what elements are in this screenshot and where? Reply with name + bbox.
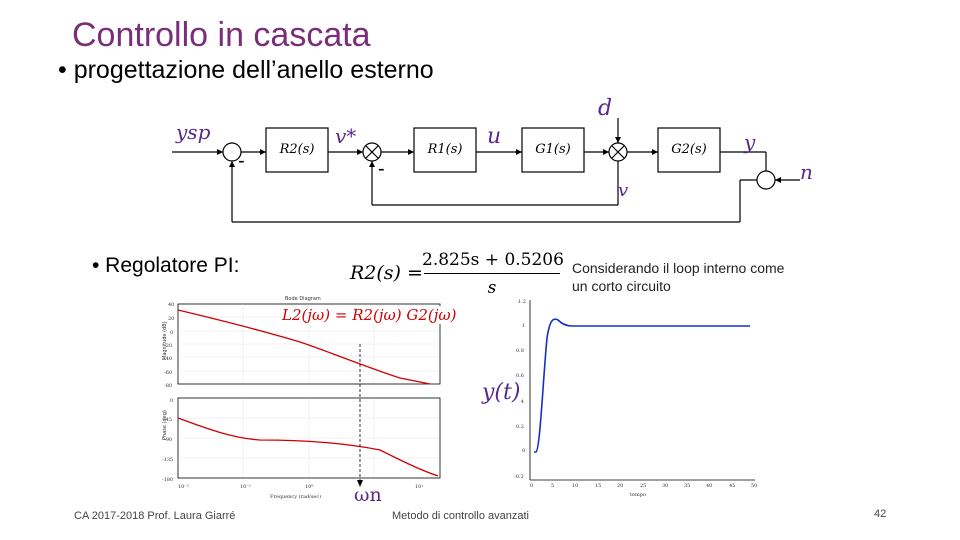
- formula-fraction-bar: [424, 273, 560, 274]
- svg-text:10¹: 10¹: [415, 484, 423, 490]
- signal-v: v: [618, 180, 629, 201]
- signal-ysp: ysp: [176, 120, 211, 144]
- bode-phase-curve: [177, 417, 439, 477]
- svg-text:1: 1: [522, 323, 525, 329]
- bullet-outer-loop-design: • progettazione dell’anello esterno: [58, 56, 434, 84]
- footer-course: CA 2017-2018 Prof. Laura Giarré: [74, 510, 236, 522]
- signal-d: d: [598, 96, 613, 121]
- svg-text:-20: -20: [164, 343, 172, 349]
- loop-transfer-annotation: L2(jω) = R2(jω) G2(jω): [282, 306, 457, 324]
- svg-text:50: 50: [751, 483, 757, 489]
- svg-text:-135: -135: [162, 457, 173, 463]
- svg-text:10⁻¹: 10⁻¹: [240, 484, 251, 490]
- svg-text:45: 45: [729, 483, 735, 489]
- footer-topic: Metodo di controllo avanzati: [392, 510, 529, 522]
- svg-text:40: 40: [706, 483, 712, 489]
- svg-text:tempo: tempo: [630, 492, 646, 498]
- svg-text:0.8: 0.8: [516, 348, 524, 354]
- formula-numerator: 2.825s + 0.5206: [422, 250, 564, 270]
- svg-text:15: 15: [595, 483, 601, 489]
- svg-text:-40: -40: [164, 356, 172, 362]
- block-g2: [657, 127, 721, 173]
- svg-text:40: 40: [168, 302, 174, 308]
- svg-text:0: 0: [522, 448, 525, 454]
- svg-text:Frequency (rad/sec): Frequency (rad/sec): [270, 493, 321, 500]
- step-response-curve: [534, 318, 750, 453]
- svg-text:20: 20: [617, 483, 623, 489]
- svg-text:20: 20: [168, 316, 174, 322]
- svg-text:-0.2: -0.2: [514, 474, 524, 480]
- bode-phase-axis-label: Phase (deg): [162, 410, 168, 440]
- svg-text:5: 5: [551, 483, 554, 489]
- svg-text:25: 25: [640, 483, 646, 489]
- bode-title: Bode Diagram: [285, 296, 321, 302]
- svg-text:-60: -60: [164, 370, 172, 376]
- formula-denominator: s: [487, 278, 497, 298]
- note-text: Considerando il loop interno come un cor…: [572, 259, 784, 295]
- svg-text:0: 0: [530, 483, 533, 489]
- block-g2-label: G2(s): [671, 142, 707, 157]
- signal-n: n: [800, 160, 813, 184]
- svg-text:30: 30: [662, 483, 668, 489]
- block-g1: [521, 127, 585, 173]
- note-line-1: Considerando il loop interno come: [572, 260, 785, 276]
- summing-junction-noise: [756, 170, 776, 190]
- svg-text:10⁰: 10⁰: [305, 484, 313, 490]
- svg-text:35: 35: [684, 483, 690, 489]
- svg-text:-45: -45: [164, 417, 172, 423]
- svg-text:10⁻²: 10⁻²: [178, 484, 189, 490]
- formula-lhs: R2(s) =: [350, 262, 423, 284]
- block-r2-label: R2(s): [279, 142, 315, 157]
- svg-text:0: 0: [170, 398, 173, 404]
- minus-sign-outer: -: [238, 150, 245, 172]
- svg-text:-80: -80: [164, 383, 172, 389]
- omega-n-label: ωn: [354, 484, 382, 506]
- svg-text:0.2: 0.2: [516, 424, 524, 430]
- bullet-pi-regulator: • Regolatore PI:: [92, 254, 240, 277]
- svg-text:-90: -90: [164, 437, 172, 443]
- step-ylabel: y(t): [482, 380, 521, 405]
- note-line-2: un corto circuito: [572, 278, 671, 294]
- page-number: 42: [874, 508, 887, 520]
- svg-text:10: 10: [572, 483, 578, 489]
- signal-u: u: [487, 124, 502, 149]
- block-g1-label: G1(s): [535, 142, 571, 157]
- svg-text:-180: -180: [162, 477, 173, 483]
- bode-magnitude-curve: [177, 309, 431, 385]
- step-response-plot: 1.2 1 0.8 0.6 0.4 0.2 0 -0.2 0 5 10 15 2…: [514, 299, 757, 498]
- minus-sign-inner: -: [378, 158, 385, 180]
- block-r2: [265, 127, 329, 173]
- block-r1-label: R1(s): [427, 142, 463, 157]
- slide-title: Controllo in cascata: [72, 16, 371, 54]
- signal-vstar: v*: [335, 124, 357, 148]
- block-r1: [413, 127, 477, 173]
- bode-mag-axis-label: Magnitude (dB): [162, 321, 168, 360]
- svg-text:0: 0: [170, 330, 173, 336]
- svg-text:0.6: 0.6: [516, 373, 524, 379]
- signal-y: y: [744, 130, 756, 154]
- svg-text:1.2: 1.2: [518, 299, 526, 305]
